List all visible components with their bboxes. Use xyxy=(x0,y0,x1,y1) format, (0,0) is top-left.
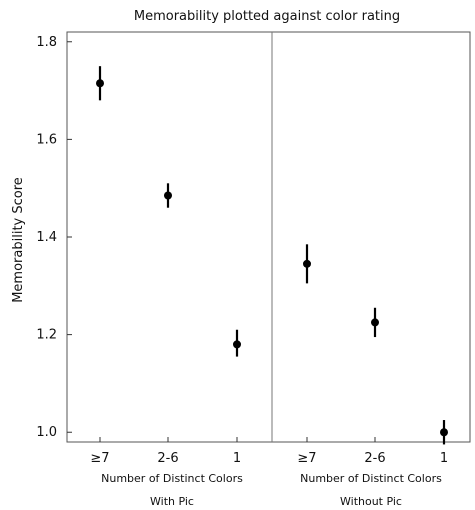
x-tick-label: 1 xyxy=(233,451,241,466)
y-tick-label: 1.0 xyxy=(36,425,57,440)
left-panel-label: With Pic xyxy=(150,495,194,508)
x-tick-label: 2-6 xyxy=(157,451,178,466)
left-panel-xlabel: Number of Distinct Colors xyxy=(101,472,243,485)
y-tick-label: 1.4 xyxy=(36,230,57,245)
x-tick-label: ≥7 xyxy=(90,451,109,466)
chart-title: Memorability plotted against color ratin… xyxy=(134,9,400,24)
right-panel-xlabel: Number of Distinct Colors xyxy=(300,472,442,485)
data-point xyxy=(371,318,379,327)
plot-frame xyxy=(66,31,471,443)
right-panel-label: Without Pic xyxy=(340,495,402,508)
x-tick-label: ≥7 xyxy=(297,451,316,466)
y-tick-label: 1.2 xyxy=(36,328,57,343)
y-axis-label: Memorability Score xyxy=(11,177,26,303)
data-point xyxy=(233,340,241,349)
data-point xyxy=(164,191,172,200)
y-tick-label: 1.6 xyxy=(36,132,57,147)
data-point xyxy=(303,259,311,268)
x-tick-label: 1 xyxy=(440,451,448,466)
data-point xyxy=(96,79,104,88)
plot-layer: 1.0 1.2 1.4 1.6 1.8 ≥7 2-6 1 ≥7 2-6 1 xyxy=(36,31,471,466)
y-tick-label: 1.8 xyxy=(36,35,57,50)
data-point xyxy=(440,428,448,437)
x-tick-label: 2-6 xyxy=(364,451,385,466)
